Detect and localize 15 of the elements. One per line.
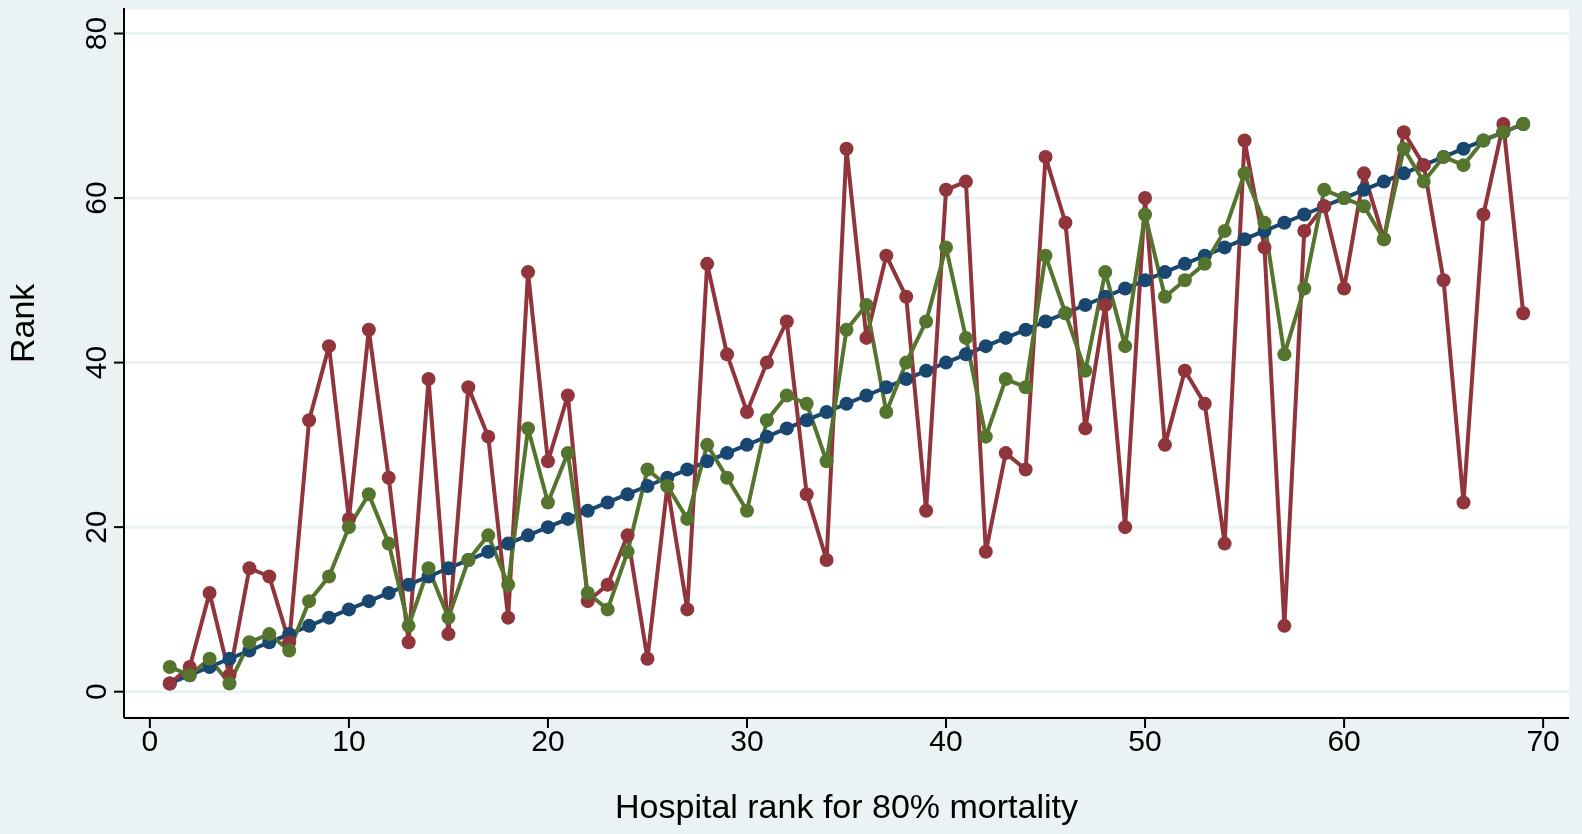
x-tick-label: 0 [141,724,159,758]
y-tick-label: 20 [79,510,112,544]
x-tick-label: 30 [730,724,764,758]
x-tick-label: 40 [929,724,963,758]
x-tick-label: 60 [1327,724,1361,758]
y-tick-label: 80 [79,16,112,51]
x-tick-label: 10 [332,724,366,758]
x-tick-label: 70 [1526,724,1560,758]
x-axis-title: Hospital rank for 80% mortality [615,787,1078,825]
y-tick-label: 40 [79,345,112,380]
y-axis-title: Rank [3,282,42,363]
y-tick-label: 0 [79,683,112,701]
y-tick-label: 60 [79,181,112,215]
x-tick-label: 50 [1128,724,1162,758]
x-tick-label: 20 [531,724,565,758]
